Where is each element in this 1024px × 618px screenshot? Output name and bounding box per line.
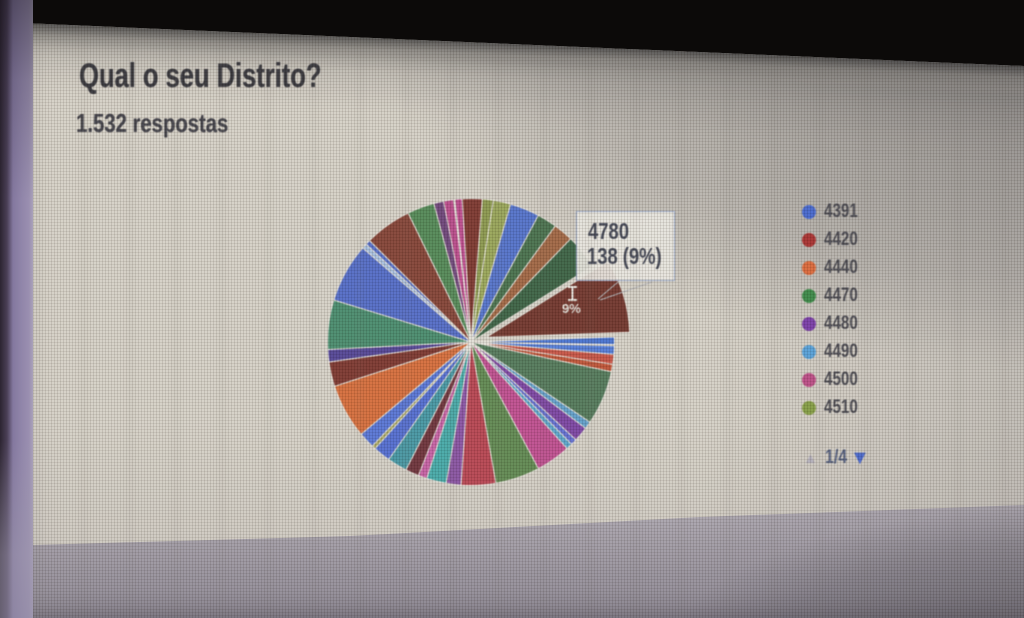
svg-text:9%: 9% — [562, 301, 581, 316]
